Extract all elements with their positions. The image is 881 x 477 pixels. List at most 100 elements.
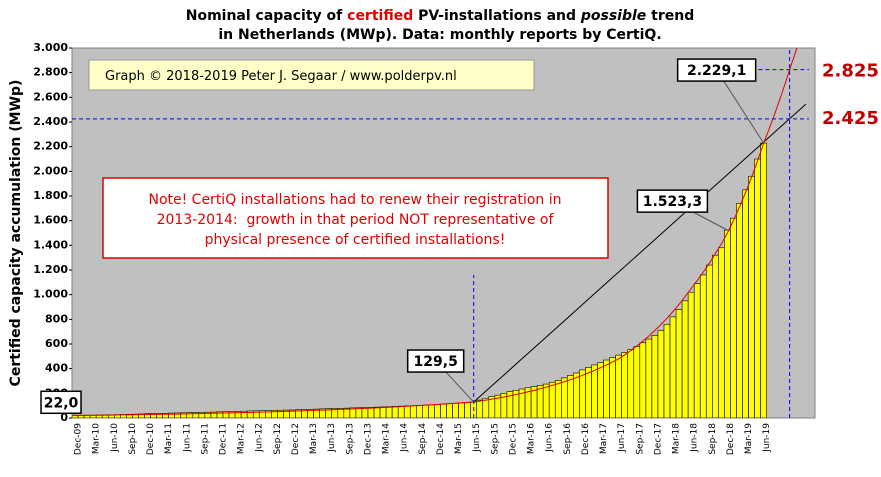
x-tick-label: Jun-18: [690, 423, 700, 453]
bar: [458, 402, 465, 418]
x-tick-label: Mar-19: [744, 423, 754, 454]
bar: [482, 397, 490, 418]
copyright: Graph © 2018-2019 Peter J. Segaar / www.…: [105, 69, 457, 84]
bar: [603, 359, 610, 418]
plot-content: [72, 48, 807, 418]
reference-label: 2.825: [822, 61, 879, 82]
y-tick-label: 1.400: [33, 238, 68, 251]
data-label: 22,0: [44, 395, 79, 411]
x-tick-label: Mar-10: [92, 423, 102, 454]
x-tick-label: Sep-17: [635, 423, 645, 455]
x-tick-label: Mar-18: [672, 423, 682, 454]
bar: [361, 407, 369, 418]
x-tick-label: Mar-16: [527, 423, 537, 454]
copyright-box: [88, 59, 535, 91]
label-box: [40, 390, 82, 415]
bar: [591, 364, 598, 418]
bar: [548, 381, 556, 418]
x-tick-label: Dec-10: [146, 423, 156, 455]
bar: [397, 405, 405, 418]
x-tick-label: Jun-19: [762, 423, 772, 453]
trend-line: [74, 48, 798, 416]
note-line: physical presence of certified installat…: [205, 232, 506, 248]
bar: [536, 385, 544, 418]
bar: [422, 404, 429, 418]
bar: [681, 300, 689, 418]
x-tick-label: Dec-17: [653, 423, 663, 455]
bar: [560, 377, 568, 418]
x-tick-label: Mar-11: [164, 423, 174, 454]
x-tick-label: Dec-13: [363, 423, 373, 455]
note-box: [102, 177, 609, 259]
x-tick-label: Sep-15: [490, 423, 500, 455]
bar: [573, 372, 580, 418]
bar: [627, 349, 635, 418]
bar: [760, 142, 767, 418]
y-tick-label: 1.600: [33, 214, 68, 227]
x-tick-label: Sep-16: [563, 423, 573, 455]
y-tick-label: 1.000: [33, 288, 68, 301]
bar: [373, 406, 381, 418]
data-label: 129,5: [414, 354, 458, 370]
bar: [639, 342, 647, 418]
x-tick-label: Jun-10: [110, 423, 120, 453]
bar: [748, 175, 755, 418]
bar: [355, 407, 363, 418]
bar: [440, 403, 447, 418]
data-label: 1.523,3: [643, 194, 702, 210]
bar: [391, 406, 399, 418]
bar: [385, 406, 393, 418]
bar: [585, 367, 592, 418]
bar: [579, 369, 586, 418]
x-tick-label: Dec-11: [218, 423, 228, 455]
label-box: [676, 58, 757, 82]
x-tick-label: Mar-14: [382, 423, 392, 454]
bar: [718, 247, 725, 418]
y-tick-label: 3.000: [33, 41, 68, 54]
bar: [754, 158, 761, 418]
x-tick-label: Jun-12: [255, 423, 265, 453]
y-tick-label: 1.200: [33, 263, 68, 276]
y-tick-label: 2.600: [33, 90, 68, 103]
note-line: 2013-2014: growth in that period NOT rep…: [157, 212, 555, 228]
data-label: 2.229,1: [687, 63, 746, 79]
x-tick-label: Mar-17: [599, 423, 609, 454]
bar: [434, 404, 441, 418]
title-part: PV-installations and: [413, 8, 581, 24]
chart-title: in Netherlands (MWp). Data: monthly repo…: [218, 27, 661, 43]
x-tick-label: Dec-12: [291, 423, 301, 455]
x-tick-label: Mar-12: [237, 423, 247, 454]
bar: [730, 217, 737, 418]
x-tick-label: Dec-15: [508, 423, 518, 455]
y-tick-label: 400: [45, 362, 68, 375]
bar: [633, 346, 641, 418]
bar: [609, 357, 616, 418]
trend-line: [473, 103, 807, 403]
y-tick-label: 800: [45, 312, 68, 325]
x-tick-label: Sep-13: [345, 423, 355, 455]
x-tick-label: Jun-17: [617, 423, 627, 453]
x-tick-label: Dec-14: [436, 423, 446, 455]
bar: [403, 405, 411, 418]
x-tick-label: Sep-10: [128, 423, 138, 455]
bar: [705, 264, 713, 418]
label-box: [636, 189, 709, 213]
x-tick-label: Sep-11: [200, 423, 210, 455]
bar: [693, 283, 701, 418]
bar: [712, 254, 719, 418]
x-tick-label: Jun-16: [545, 423, 555, 453]
x-tick-label: Dec-16: [581, 423, 591, 455]
title-part: trend: [646, 8, 694, 24]
bar: [416, 405, 423, 418]
x-tick-label: Mar-15: [454, 423, 464, 454]
chart-title: Nominal capacity of certified PV-install…: [186, 8, 695, 24]
reference-label: 2.425: [822, 108, 879, 129]
bar: [554, 380, 562, 418]
bar: [379, 406, 387, 418]
bar: [663, 323, 671, 418]
bar: [621, 352, 629, 418]
bar: [367, 407, 375, 418]
bar: [724, 229, 731, 418]
bar: [446, 403, 453, 418]
